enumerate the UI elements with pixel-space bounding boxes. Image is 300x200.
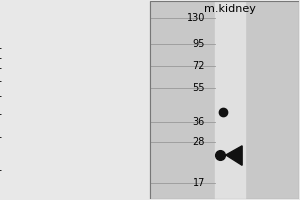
Text: 72: 72: [193, 61, 205, 71]
Bar: [150, 1, 298, 199]
Text: 17: 17: [193, 178, 205, 188]
Polygon shape: [226, 146, 242, 165]
Text: 95: 95: [193, 39, 205, 49]
Text: 28: 28: [193, 137, 205, 147]
Bar: [150, 1, 298, 199]
Text: 36: 36: [193, 117, 205, 127]
Text: m.kidney: m.kidney: [204, 4, 256, 14]
Bar: [215, 1, 245, 199]
Text: 55: 55: [193, 83, 205, 93]
Text: 130: 130: [187, 13, 205, 23]
